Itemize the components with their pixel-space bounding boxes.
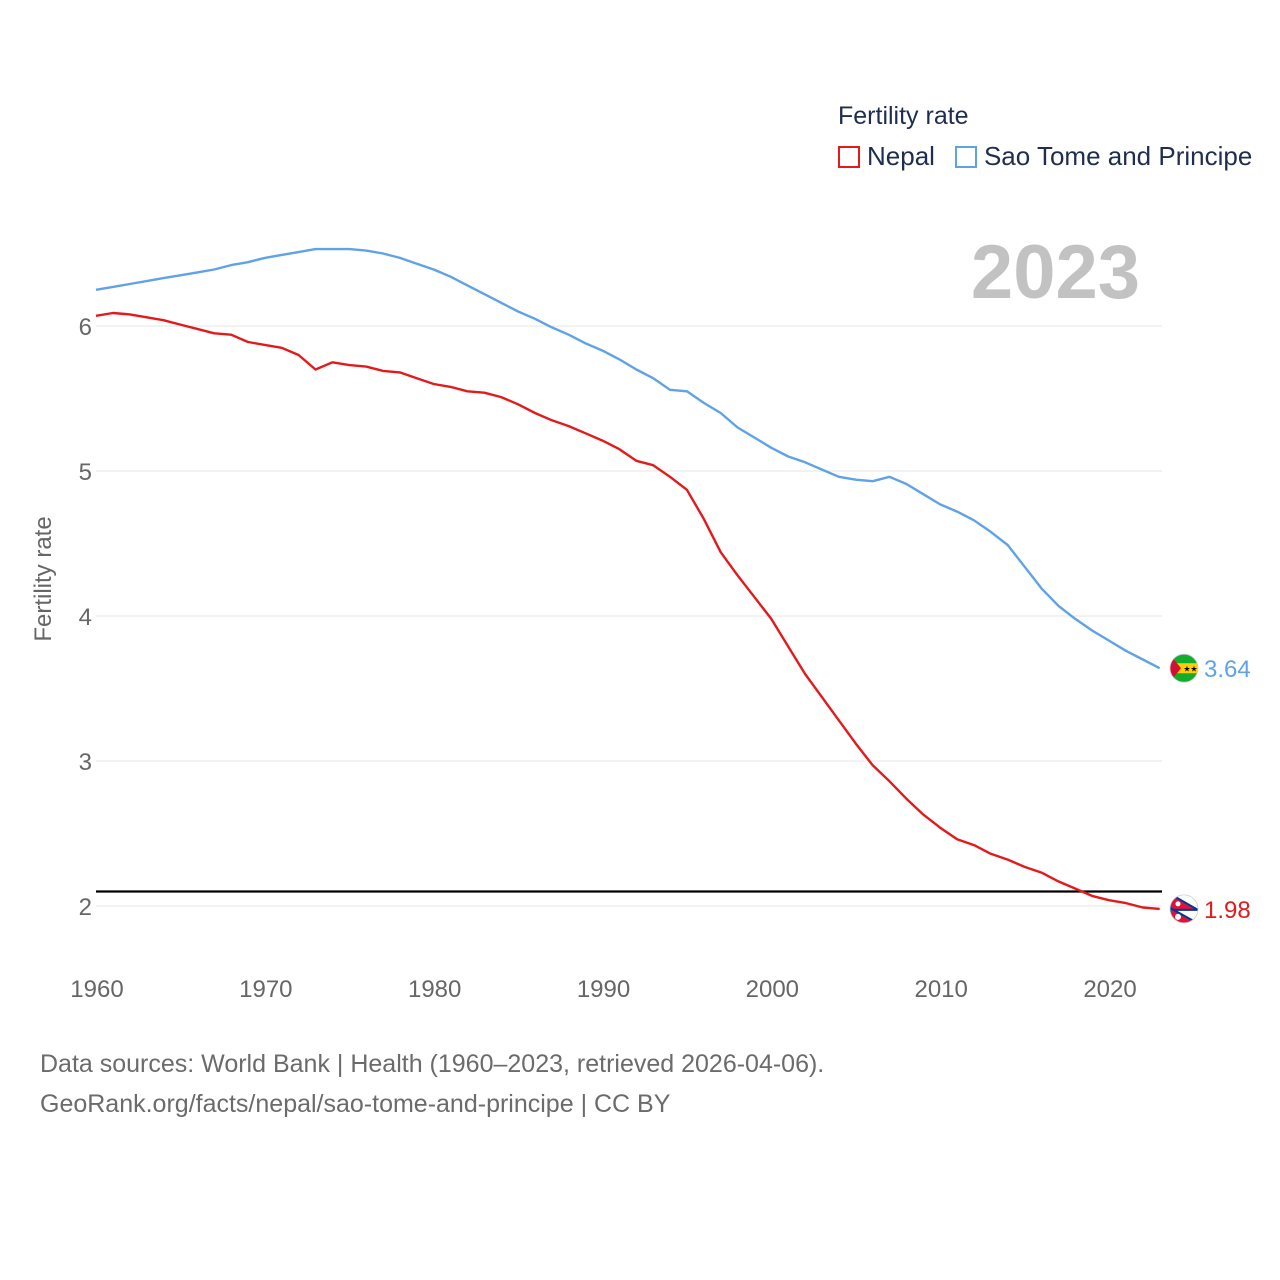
series-line-nepal: [95, 311, 1160, 911]
end-markers: 1.98★ ★ 3.64: [1169, 653, 1251, 924]
nepal-flag-icon: [1169, 894, 1199, 924]
legend-swatch-sao-tome: [954, 145, 977, 168]
legend-swatch-nepal: [838, 145, 860, 168]
x-tick-label: 1960: [70, 976, 123, 1003]
x-tick-label: 1980: [408, 976, 461, 1003]
svg-text:★: ★: [1190, 665, 1197, 674]
end-value-label-sao-tome: 3.64: [1204, 656, 1251, 683]
legend-title: Fertility rate: [838, 102, 969, 130]
legend-items: Nepal Sao Tome and Principe: [838, 141, 1252, 172]
x-tick-label: 1970: [239, 976, 292, 1003]
y-axis-label: Fertility rate: [30, 516, 57, 641]
y-tick-label: 4: [79, 604, 92, 631]
grid: [96, 325, 1162, 907]
y-tick-label: 5: [79, 459, 92, 486]
x-tick-label: 2000: [746, 976, 799, 1003]
year-watermark: 2023: [971, 230, 1140, 315]
footer: Data sources: World Bank | Health (1960–…: [40, 1044, 824, 1124]
source-url-text[interactable]: GeoRank.org/facts/nepal/sao-tome-and-pri…: [40, 1090, 671, 1118]
svg-text:★: ★: [1183, 665, 1190, 674]
legend-label-nepal: Nepal: [867, 141, 935, 171]
end-value-label-nepal: 1.98: [1204, 897, 1251, 924]
axis-labels: 2 3 4 5 6 1960 1970 1980 1990 2000 2010 2020: [70, 314, 1136, 1003]
x-tick-label: 2020: [1083, 976, 1136, 1003]
data-sources-text: Data sources: World Bank | Health (1960–…: [40, 1050, 825, 1078]
sao-tome-flag-icon: ★ ★: [1169, 653, 1199, 683]
legend-item-sao-tome[interactable]: Sao Tome and Principe: [954, 141, 1253, 172]
y-tick-label: 6: [79, 314, 92, 341]
x-tick-label: 1990: [577, 976, 630, 1003]
legend-label-sao-tome: Sao Tome and Principe: [983, 141, 1253, 171]
series-layer: [95, 247, 1161, 911]
legend: Fertility rate Nepal Sao Tome and Princi…: [838, 100, 1252, 172]
x-tick-label: 2010: [914, 976, 967, 1003]
series-line-sao-tome: [95, 247, 1161, 670]
legend-item-nepal[interactable]: Nepal: [838, 141, 935, 172]
y-tick-label: 3: [79, 749, 92, 776]
y-tick-label: 2: [79, 894, 92, 921]
